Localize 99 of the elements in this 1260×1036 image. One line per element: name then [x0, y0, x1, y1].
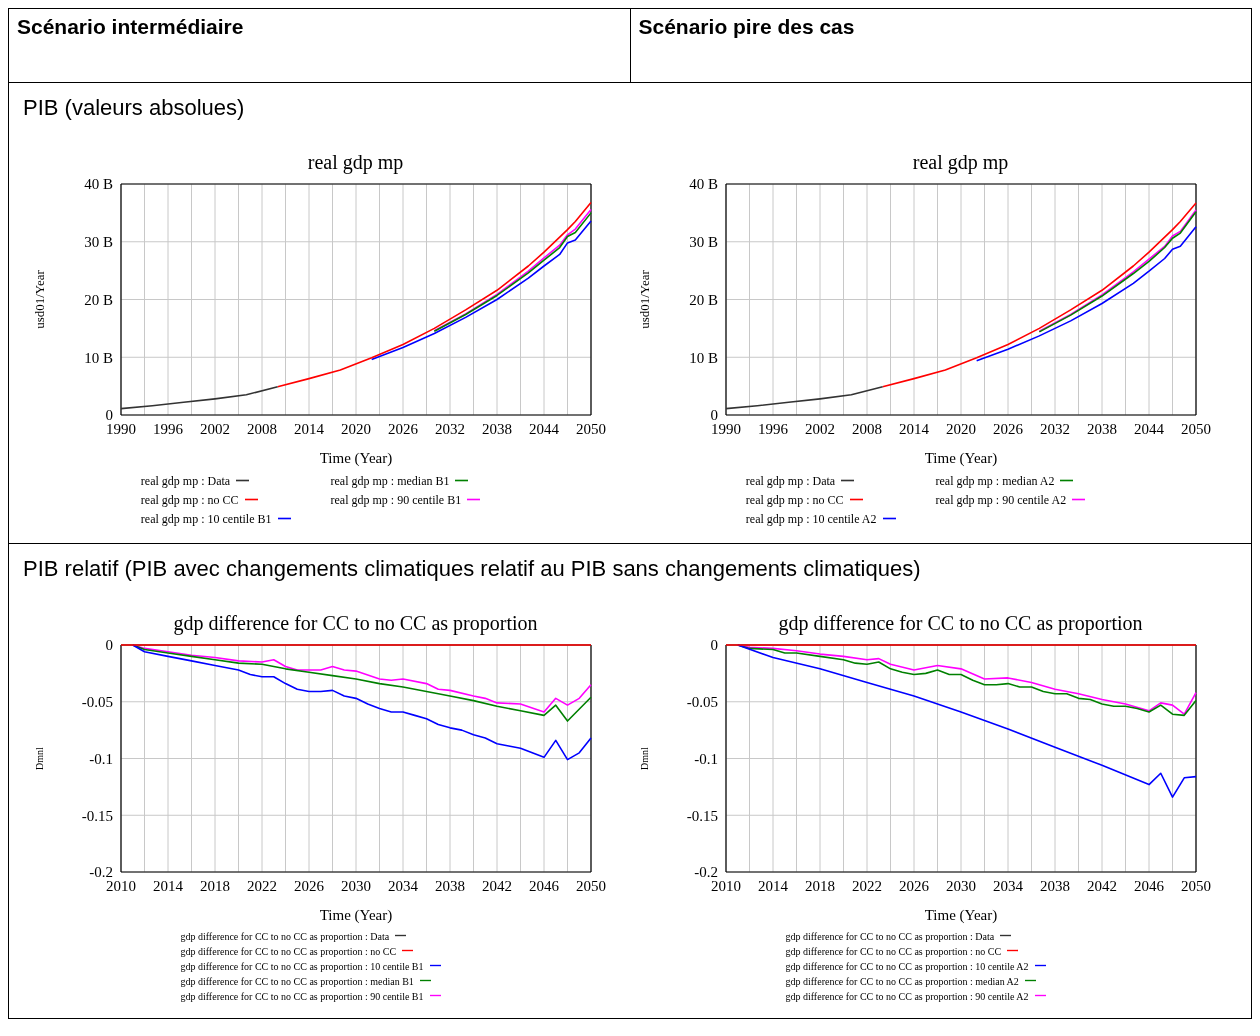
x-axis-title: Time (Year) [924, 450, 997, 467]
x-tick-label: 2042 [481, 877, 512, 894]
x-tick-label: 2018 [199, 877, 230, 894]
chart-title: gdp difference for CC to no CC as proportion [172, 612, 539, 635]
line-series [276, 201, 592, 388]
x-tick-label: 2050 [1180, 420, 1211, 437]
x-tick-label: 2044 [528, 420, 559, 437]
y-tick-label: 10 B [83, 349, 113, 366]
y-tick-label: -0.05 [81, 694, 113, 711]
y-axis-title: usd01/Year [31, 269, 47, 329]
legend-label: gdp difference for CC to no CC as proportion : no CC [785, 946, 1002, 957]
y-tick-label: 0 [105, 637, 113, 654]
legend-label: gdp difference for CC to no CC as proportion : Data [180, 931, 390, 942]
y-axis-title: Dmnl [33, 746, 45, 770]
line-series [881, 202, 1197, 388]
y-tick-label: 0 [710, 637, 718, 654]
text: Scénario intermédiaire [8, 8, 630, 83]
x-tick-label: 2002 [199, 420, 230, 437]
x-tick-label: 2022 [851, 877, 882, 894]
x-tick-label: 2022 [246, 877, 277, 894]
y-tick-label: 40 B [688, 176, 718, 193]
x-tick-label: 2034 [387, 877, 418, 894]
text: PIB relatif (PIB avec changements climatiques relatif au PIB sans changements climatiques) [23, 556, 922, 582]
text: Scénario pire des cas [630, 8, 1252, 83]
y-tick-label: -0.05 [686, 694, 718, 711]
legend-label: gdp difference for CC to no CC as proportion : 90 centile A2 [785, 991, 1029, 1002]
y-tick-label: 20 B [688, 291, 718, 308]
chart-title: real gdp mp [306, 151, 405, 174]
legend-label: real gdp mp : Data [745, 474, 836, 488]
x-axis-title: Time (Year) [924, 907, 997, 924]
legend-label: gdp difference for CC to no CC as proportion : median A2 [785, 976, 1019, 987]
y-axis-title: Dmnl [638, 746, 650, 770]
legend-label: real gdp mp : 10 centile B1 [140, 512, 272, 526]
y-axis-title: usd01/Year [636, 269, 652, 329]
legend-label: gdp difference for CC to no CC as proportion : 90 centile B1 [180, 991, 424, 1002]
y-tick-label: 10 B [688, 349, 718, 366]
x-tick-label: 2050 [575, 877, 606, 894]
x-tick-label: 2020 [340, 420, 371, 437]
legend-label: gdp difference for CC to no CC as proportion : Data [785, 931, 995, 942]
x-tick-label: 2014 [293, 420, 324, 437]
line-series [131, 644, 592, 761]
x-tick-label: 2050 [1180, 877, 1211, 894]
x-tick-label: 2014 [898, 420, 929, 437]
y-tick-label: -0.1 [693, 750, 718, 767]
chart-title: gdp difference for CC to no CC as proportion [777, 612, 1144, 635]
x-tick-label: 2030 [340, 877, 371, 894]
y-tick-label: -0.15 [686, 807, 718, 824]
x-tick-label: 2026 [992, 420, 1023, 437]
x-tick-label: 2044 [1133, 420, 1164, 437]
x-axis-title: Time (Year) [319, 907, 392, 924]
x-tick-label: 2008 [851, 420, 882, 437]
x-tick-label: 2026 [293, 877, 324, 894]
x-tick-label: 2032 [434, 420, 465, 437]
x-tick-label: 2030 [945, 877, 976, 894]
line-series [370, 220, 592, 361]
y-tick-label: 30 B [83, 234, 113, 251]
x-tick-label: 2050 [575, 420, 606, 437]
x-tick-label: 2032 [1039, 420, 1070, 437]
line-series [119, 385, 278, 410]
legend-label: real gdp mp : no CC [140, 493, 239, 507]
x-tick-label: 2008 [246, 420, 277, 437]
x-tick-label: 2014 [757, 877, 788, 894]
legend-label: gdp difference for CC to no CC as proportion : 10 centile B1 [180, 961, 424, 972]
x-tick-label: 2038 [434, 877, 465, 894]
legend-label: real gdp mp : 90 centile B1 [330, 493, 462, 507]
chart-title: real gdp mp [911, 151, 1010, 174]
x-tick-label: 2018 [804, 877, 835, 894]
x-tick-label: 2038 [1086, 420, 1117, 437]
x-tick-label: 2046 [1133, 877, 1164, 894]
x-tick-label: 2020 [945, 420, 976, 437]
text: PIB (valeurs absolues) [23, 95, 246, 121]
legend-label: gdp difference for CC to no CC as proportion : no CC [180, 946, 397, 957]
x-tick-label: 2034 [992, 877, 1023, 894]
legend-label: real gdp mp : median A2 [935, 474, 1055, 488]
x-tick-label: 1996 [757, 420, 788, 437]
line-series [724, 385, 883, 410]
x-tick-label: 2026 [898, 877, 929, 894]
legend-label: real gdp mp : 10 centile A2 [745, 512, 877, 526]
legend-label: gdp difference for CC to no CC as proportion : median B1 [180, 976, 414, 987]
legend-label: real gdp mp : 90 centile A2 [935, 493, 1067, 507]
x-tick-label: 2038 [481, 420, 512, 437]
legend-label: real gdp mp : median B1 [330, 474, 450, 488]
x-tick-label: 2014 [152, 877, 183, 894]
y-tick-label: 40 B [83, 176, 113, 193]
x-tick-label: 2046 [528, 877, 559, 894]
y-tick-label: -0.1 [88, 750, 113, 767]
x-tick-label: 2042 [1086, 877, 1117, 894]
legend-label: real gdp mp : no CC [745, 493, 844, 507]
legend-label: gdp difference for CC to no CC as proportion : 10 centile A2 [785, 961, 1029, 972]
legend-label: real gdp mp : Data [140, 474, 231, 488]
x-tick-label: 2026 [387, 420, 418, 437]
x-tick-label: 2002 [804, 420, 835, 437]
y-tick-label: 30 B [688, 234, 718, 251]
y-tick-label: 20 B [83, 291, 113, 308]
y-tick-label: -0.15 [81, 807, 113, 824]
x-axis-title: Time (Year) [319, 450, 392, 467]
x-tick-label: 2038 [1039, 877, 1070, 894]
x-tick-label: 1996 [152, 420, 183, 437]
line-series [975, 225, 1197, 362]
